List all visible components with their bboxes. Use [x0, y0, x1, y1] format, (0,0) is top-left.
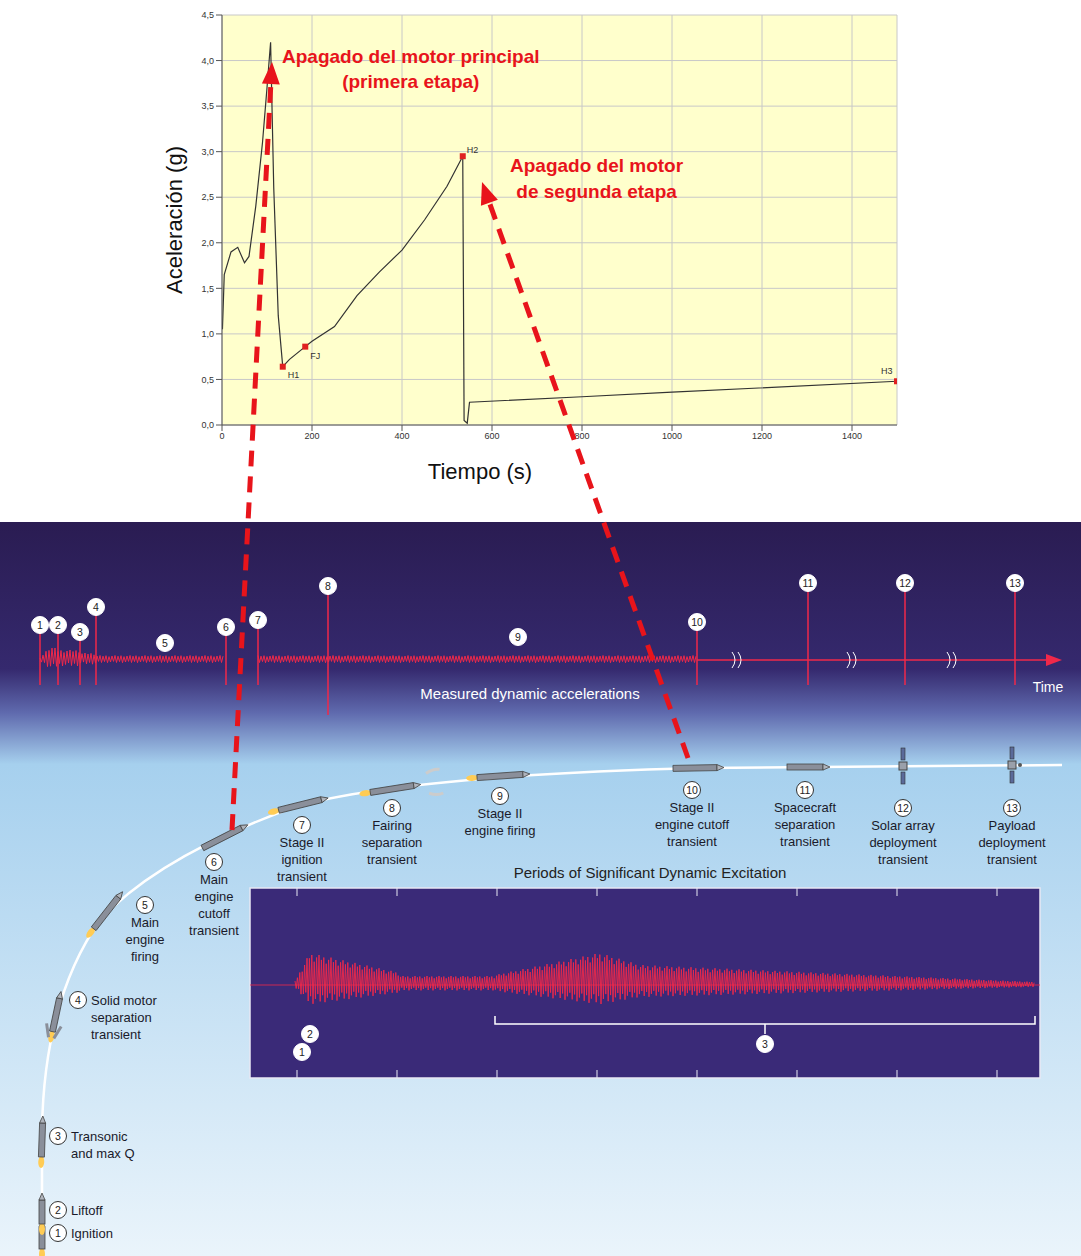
- svg-text:Measured dynamic accelerations: Measured dynamic accelerations: [420, 685, 639, 702]
- svg-text:transient: transient: [987, 852, 1037, 867]
- svg-text:13: 13: [1006, 802, 1018, 814]
- svg-text:2,0: 2,0: [201, 238, 214, 248]
- html-text:Apagado del motor principal: Apagado del motor principal: [282, 46, 540, 67]
- svg-text:transient: transient: [91, 1027, 141, 1042]
- svg-text:8: 8: [325, 580, 331, 592]
- svg-text:1000: 1000: [662, 431, 682, 441]
- svg-text:4: 4: [93, 601, 99, 613]
- svg-text:2: 2: [55, 619, 61, 631]
- svg-text:3: 3: [77, 626, 83, 638]
- svg-text:3,0: 3,0: [201, 147, 214, 157]
- svg-text:3: 3: [55, 1130, 61, 1142]
- svg-text:firing: firing: [131, 949, 159, 964]
- svg-text:Periods of Significant Dynamic: Periods of Significant Dynamic Excitatio…: [514, 864, 787, 881]
- svg-text:600: 600: [484, 431, 499, 441]
- svg-text:5: 5: [162, 637, 168, 649]
- svg-text:6: 6: [211, 856, 217, 868]
- svg-text:Payload: Payload: [989, 818, 1036, 833]
- svg-text:0,0: 0,0: [201, 420, 214, 430]
- svg-text:transient: transient: [277, 869, 327, 884]
- svg-text:engine: engine: [194, 889, 233, 904]
- svg-text:2,5: 2,5: [201, 192, 214, 202]
- svg-text:1: 1: [37, 619, 43, 631]
- svg-text:transient: transient: [878, 852, 928, 867]
- svg-text:separation: separation: [91, 1010, 152, 1025]
- svg-text:transient: transient: [367, 852, 417, 867]
- svg-text:12: 12: [897, 802, 909, 814]
- svg-text:9: 9: [497, 790, 503, 802]
- svg-text:0,5: 0,5: [201, 375, 214, 385]
- svg-text:2: 2: [55, 1204, 61, 1216]
- svg-text:11: 11: [803, 577, 814, 589]
- svg-text:800: 800: [574, 431, 589, 441]
- svg-text:transient: transient: [667, 834, 717, 849]
- svg-text:1200: 1200: [752, 431, 772, 441]
- html-text:de segunda etapa: de segunda etapa: [516, 181, 677, 202]
- svg-text:separation: separation: [362, 835, 423, 850]
- svg-text:Stage II: Stage II: [478, 806, 523, 821]
- svg-text:Main: Main: [200, 872, 228, 887]
- svg-text:4,5: 4,5: [201, 10, 214, 20]
- svg-text:7: 7: [255, 614, 261, 626]
- svg-text:Time: Time: [1033, 679, 1064, 695]
- svg-text:engine: engine: [125, 932, 164, 947]
- svg-text:1,0: 1,0: [201, 329, 214, 339]
- svg-text:0: 0: [219, 431, 224, 441]
- svg-text:1400: 1400: [842, 431, 862, 441]
- svg-text:1: 1: [299, 1046, 305, 1058]
- svg-text:9: 9: [515, 631, 521, 643]
- svg-text:FJ: FJ: [310, 351, 320, 361]
- svg-text:13: 13: [1009, 577, 1021, 589]
- svg-text:4,0: 4,0: [201, 56, 214, 66]
- svg-text:1: 1: [55, 1227, 61, 1239]
- svg-text:Ignition: Ignition: [71, 1226, 113, 1241]
- svg-text:200: 200: [304, 431, 319, 441]
- svg-text:Transonic: Transonic: [71, 1129, 128, 1144]
- svg-text:H1: H1: [288, 370, 300, 380]
- svg-text:ignition: ignition: [281, 852, 322, 867]
- svg-text:10: 10: [686, 784, 698, 796]
- svg-text:and max Q: and max Q: [71, 1146, 135, 1161]
- svg-text:Solar array: Solar array: [871, 818, 935, 833]
- svg-text:4: 4: [75, 994, 81, 1006]
- svg-text:cutoff: cutoff: [198, 906, 230, 921]
- svg-text:Stage II: Stage II: [670, 800, 715, 815]
- svg-text:6: 6: [223, 621, 229, 633]
- svg-text:3: 3: [762, 1038, 768, 1050]
- svg-text:H2: H2: [467, 145, 479, 155]
- html-text:Aceleración (g): Aceleración (g): [162, 146, 187, 294]
- svg-text:Stage II: Stage II: [280, 835, 325, 850]
- svg-text:2: 2: [307, 1028, 313, 1040]
- html-text:Apagado del motor: Apagado del motor: [510, 155, 684, 176]
- svg-text:engine cutoff: engine cutoff: [655, 817, 730, 832]
- svg-text:Liftoff: Liftoff: [71, 1203, 103, 1218]
- svg-text:1,5: 1,5: [201, 284, 214, 294]
- svg-text:Fairing: Fairing: [372, 818, 412, 833]
- html-text:Tiempo (s): Tiempo (s): [427, 459, 533, 484]
- svg-text:H3: H3: [881, 366, 893, 376]
- svg-text:10: 10: [691, 616, 703, 628]
- svg-text:3,5: 3,5: [201, 101, 214, 111]
- svg-text:deployment: deployment: [869, 835, 937, 850]
- svg-text:engine firing: engine firing: [465, 823, 536, 838]
- svg-text:transient: transient: [189, 923, 239, 938]
- svg-text:separation: separation: [775, 817, 836, 832]
- svg-text:Main: Main: [131, 915, 159, 930]
- svg-text:transient: transient: [780, 834, 830, 849]
- svg-text:7: 7: [299, 819, 305, 831]
- svg-text:deployment: deployment: [978, 835, 1046, 850]
- svg-text:Solid motor: Solid motor: [91, 993, 157, 1008]
- svg-text:Spacecraft: Spacecraft: [774, 800, 837, 815]
- svg-text:8: 8: [389, 802, 395, 814]
- svg-text:11: 11: [800, 784, 811, 796]
- svg-text:400: 400: [394, 431, 409, 441]
- svg-text:12: 12: [899, 577, 911, 589]
- svg-text:5: 5: [142, 899, 148, 911]
- html-text:(primera etapa): (primera etapa): [342, 71, 480, 92]
